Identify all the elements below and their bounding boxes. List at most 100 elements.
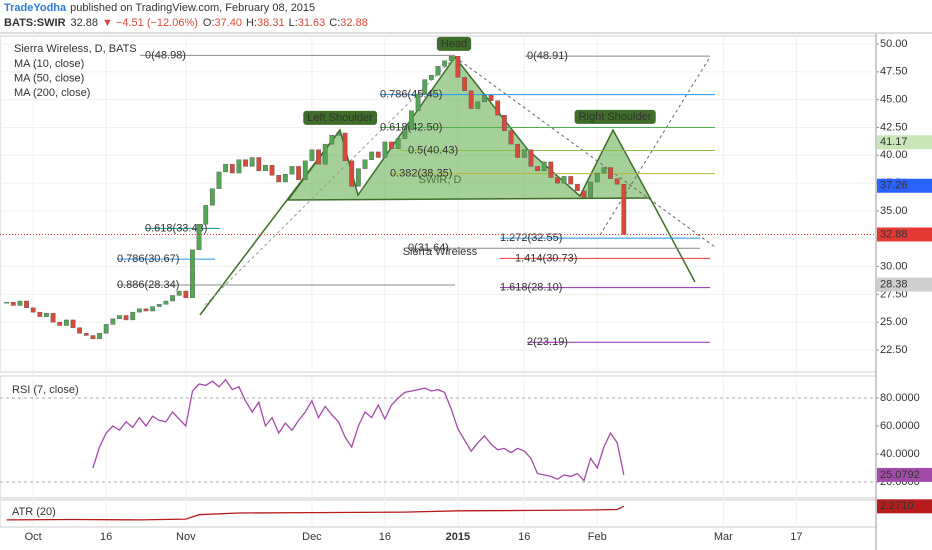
candle (77, 327, 83, 334)
price-tag-label: 32.88 (880, 228, 908, 240)
candle (156, 304, 162, 307)
candle (448, 56, 454, 61)
candle (229, 163, 235, 174)
y-tick-label: 40.0000 (880, 448, 920, 460)
candle (588, 181, 594, 198)
candle (276, 175, 282, 183)
quote-line: BATS:SWIR 32.88 ▼ −4.51 (−12.06%) O:37.40 H:3… (4, 17, 368, 29)
candle (63, 319, 69, 326)
candle (574, 183, 580, 192)
x-tick-label: Mar (714, 531, 733, 543)
candle (614, 178, 620, 185)
x-tick-label: 2015 (446, 531, 470, 543)
candle (263, 165, 268, 172)
candle (442, 60, 448, 67)
author[interactable]: TradeYodha (4, 2, 67, 14)
y-tick-label: 40.00 (880, 149, 908, 161)
candle (415, 93, 421, 111)
candle (382, 141, 388, 158)
candle (163, 300, 169, 305)
candle (455, 56, 461, 78)
candle (289, 166, 295, 175)
fib-label: 0.5(40.43) (408, 144, 458, 156)
legend-entry: MA (200, close) (14, 87, 90, 99)
price-tag (877, 135, 932, 150)
candle (50, 313, 56, 323)
candle (123, 315, 129, 321)
arrow: ▼ (102, 17, 113, 29)
candle (515, 143, 521, 158)
pattern-label-text: Head (441, 38, 467, 50)
y-tick-label: 47.50 (880, 66, 908, 78)
candle (462, 77, 467, 91)
legend-entry: MA (10, close) (14, 58, 84, 70)
candle (482, 94, 487, 103)
candle (170, 295, 175, 302)
y-tick-label: 50.00 (880, 38, 908, 50)
price-tag-label: 28.38 (880, 278, 908, 290)
fib-label: 0(31.64) (408, 242, 449, 254)
candle (103, 324, 109, 334)
candle (621, 183, 627, 235)
last-price: 32.88 (71, 17, 99, 29)
candle (428, 74, 434, 80)
quote-value: 31.63 (298, 17, 326, 29)
quote-label: C: (329, 17, 340, 29)
price-tag-label: 41.17 (880, 136, 908, 148)
candle (342, 132, 348, 162)
price-tag (877, 178, 932, 193)
candle (4, 301, 10, 304)
fib-label: 0.786(30.67) (117, 253, 179, 265)
candle (203, 205, 209, 225)
candle (422, 79, 428, 95)
price-tag (877, 227, 932, 242)
candle (302, 160, 308, 180)
candle (183, 290, 189, 298)
candle (44, 313, 49, 317)
candle (57, 321, 63, 326)
fib-label: 1.618(28.10) (500, 282, 562, 294)
y-tick-label: 35.00 (880, 205, 908, 217)
candle (196, 224, 202, 251)
y-tick-label: 60.0000 (880, 420, 920, 432)
quote-label: H: (246, 17, 257, 29)
candle (190, 249, 195, 298)
quote-label: L: (289, 17, 298, 29)
candle (90, 335, 96, 340)
candle (329, 135, 335, 145)
watermark: Sierra Wireless (403, 246, 478, 258)
x-tick-label: 16 (379, 531, 391, 543)
change: −4.51 (−12.06%) (116, 17, 198, 29)
pattern-label-text: Right Shoulder (579, 111, 652, 123)
candle (535, 166, 540, 172)
candle (223, 163, 229, 173)
fib-label: 0.786(45.45) (380, 89, 442, 101)
quote-value: 38.31 (257, 17, 285, 29)
candle (97, 333, 102, 340)
candle (296, 166, 302, 180)
price-tag-label: 37.26 (880, 180, 908, 192)
candle (495, 100, 501, 116)
candle (521, 149, 527, 158)
pattern-label-bg (574, 109, 656, 124)
quote-value: 37.40 (215, 17, 243, 29)
x-tick-label: 16 (518, 531, 530, 543)
published: published on TradingView.com, February 0… (70, 2, 315, 14)
fib-label: 2(23.19) (527, 336, 568, 348)
candle (548, 161, 554, 178)
trend-line (649, 197, 696, 283)
candle (236, 159, 242, 174)
candle (136, 308, 142, 313)
value-tag-label: 25.0792 (880, 469, 920, 481)
candle (349, 160, 355, 187)
pattern-label: Left Shoulder (303, 110, 378, 125)
candle (541, 161, 547, 172)
quote-value: 32.88 (340, 17, 368, 29)
candle (468, 90, 474, 109)
pattern-label-bg (303, 110, 378, 125)
fib-label: 1.414(30.73) (515, 252, 577, 264)
candle (17, 300, 23, 306)
candle (282, 173, 288, 183)
candle (110, 318, 116, 325)
